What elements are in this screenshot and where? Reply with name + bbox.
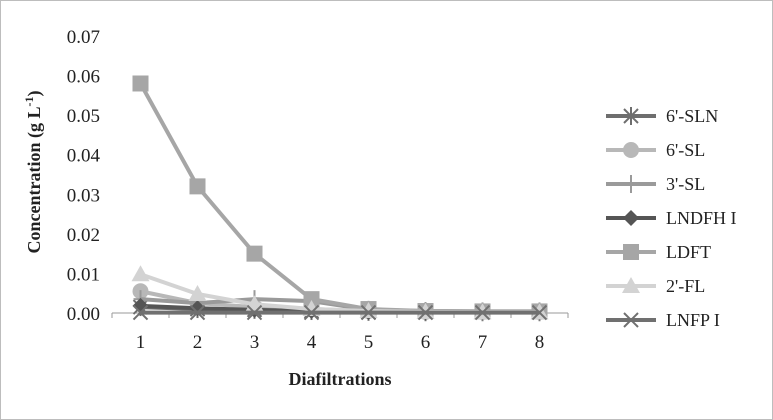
data-point (189, 178, 206, 195)
legend-item: LNDFH I (606, 208, 737, 228)
x-tick-label: 4 (307, 332, 317, 353)
x-tick-label: 2 (193, 332, 203, 353)
x-tick-label: 6 (421, 332, 431, 353)
y-tick-label: 0.01 (67, 264, 100, 285)
legend-item: LNFP I (606, 310, 720, 330)
x-tick-label: 1 (136, 332, 146, 353)
legend-swatch-marker (623, 107, 639, 125)
legend-label: 6'-SLN (666, 106, 718, 126)
y-axis-ticks: 0.00 0.01 0.02 0.03 0.04 0.05 0.06 0.07 (67, 27, 101, 325)
x-tick-label: 7 (478, 332, 488, 353)
data-point (246, 304, 263, 321)
y-tick-label: 0.07 (67, 27, 100, 48)
data-point (132, 75, 149, 92)
legend-swatch-marker (623, 312, 639, 328)
legend-item: 6'-SLN (606, 106, 718, 126)
y-tick-label: 0.06 (67, 67, 100, 88)
data-point (246, 245, 263, 262)
y-tick-label: 0.03 (67, 185, 100, 206)
legend-label: LNDFH I (666, 208, 737, 228)
data-point (303, 291, 320, 308)
legend-label: LDFT (666, 242, 711, 262)
x-tick-label: 3 (250, 332, 260, 353)
y-tick-label: 0.00 (67, 304, 100, 325)
legend: 6'-SLN 6'-SL 3'-SL LNDFH I LDFT 2'-FL LNFP I (606, 106, 737, 330)
data-point (303, 304, 320, 321)
series-layer (131, 75, 549, 322)
x-axis-title: Diafiltrations (289, 369, 392, 389)
x-axis-ticks: 1 2 3 4 5 6 7 8 (111, 313, 569, 353)
legend-swatch-marker (623, 142, 639, 158)
y-axis-title: Concentration (g L-1) (22, 91, 45, 254)
data-point (360, 304, 377, 321)
y-tick-label: 0.05 (67, 106, 100, 127)
legend-item: LDFT (606, 242, 711, 262)
legend-label: 2'-FL (666, 276, 705, 296)
data-point (189, 304, 206, 321)
legend-label: 3'-SL (666, 174, 705, 194)
series-line (138, 82, 540, 314)
legend-label: LNFP I (666, 310, 720, 330)
data-point (188, 285, 207, 302)
data-point (474, 304, 491, 321)
legend-label: 6'-SL (666, 140, 705, 160)
data-point (531, 304, 548, 321)
x-tick-label: 8 (535, 332, 545, 353)
data-point (417, 304, 434, 321)
y-tick-label: 0.02 (67, 225, 100, 246)
series-lnfp-i (132, 304, 548, 321)
series-ldft (132, 75, 548, 320)
legend-swatch-marker (623, 244, 639, 260)
legend-item: 3'-SL (606, 174, 705, 194)
legend-swatch-marker (622, 277, 640, 293)
legend-item: 6'-SL (606, 140, 705, 160)
legend-swatch-marker (623, 210, 639, 226)
data-point (131, 265, 150, 282)
y-tick-label: 0.04 (67, 146, 101, 167)
data-point (132, 304, 149, 321)
legend-item: 2'-FL (606, 276, 705, 296)
x-tick-label: 5 (364, 332, 374, 353)
legend-swatch-marker (624, 175, 638, 193)
